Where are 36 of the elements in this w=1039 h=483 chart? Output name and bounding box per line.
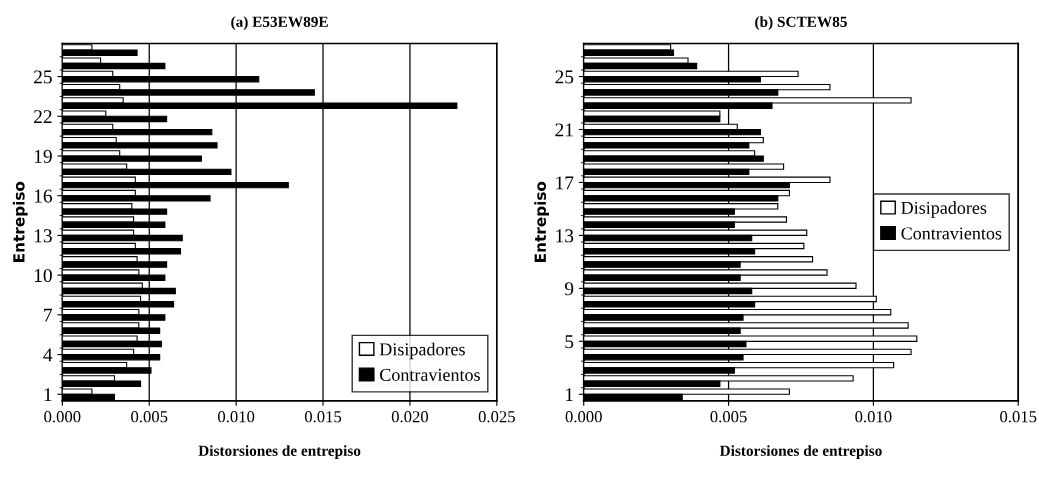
- y-tick-label: 22: [34, 110, 52, 124]
- x-tick-label: 0.015: [1000, 411, 1037, 423]
- y-tick-label: 19: [34, 149, 52, 163]
- y-tick-label: 21: [555, 123, 573, 137]
- y-axis-title: Entrepiso: [12, 181, 28, 262]
- y-tick-label: 25: [34, 70, 52, 84]
- y-tick-label: 25: [555, 70, 574, 84]
- legend-label: Disipadores: [379, 342, 465, 360]
- y-tick-label: 7: [44, 308, 53, 322]
- x-axis-title: Distorsiones de entrepiso: [198, 445, 361, 460]
- y-tick-label: 13: [556, 229, 574, 243]
- y-tick-label: 1: [44, 388, 52, 402]
- x-tick-label: 0.010: [855, 411, 892, 423]
- x-tick-label: 0.010: [218, 411, 255, 423]
- legend-label: Contravientos: [380, 368, 480, 381]
- x-tick-label: 0.015: [304, 411, 342, 423]
- legend-label: Disipadores: [901, 201, 987, 218]
- y-tick-label: 5: [565, 335, 574, 349]
- y-axis-title: Entrepiso: [534, 181, 550, 262]
- legend-label: Contravientos: [901, 227, 1002, 240]
- x-tick-label: 0.025: [478, 411, 515, 423]
- y-tick-label: 10: [34, 268, 52, 283]
- x-tick-label: 0.000: [565, 411, 602, 423]
- y-tick-label: 13: [34, 229, 52, 243]
- y-tick-label: 17: [556, 176, 574, 190]
- y-tick-label: 9: [564, 282, 574, 296]
- chart-title: (a) E53EW89E: [231, 16, 328, 31]
- x-tick-label: 0.020: [391, 411, 429, 423]
- x-tick-label: 0.005: [710, 411, 747, 423]
- x-tick-label: 0.000: [44, 411, 81, 423]
- x-tick-label: 0.005: [131, 411, 168, 423]
- y-tick-label: 1: [566, 388, 573, 402]
- y-tick-label: 16: [34, 189, 53, 203]
- x-axis-title: Distorsiones de entrepiso: [719, 445, 882, 460]
- y-tick-label: 4: [43, 348, 53, 362]
- chart-title: (b) SCTEW85: [755, 16, 847, 31]
